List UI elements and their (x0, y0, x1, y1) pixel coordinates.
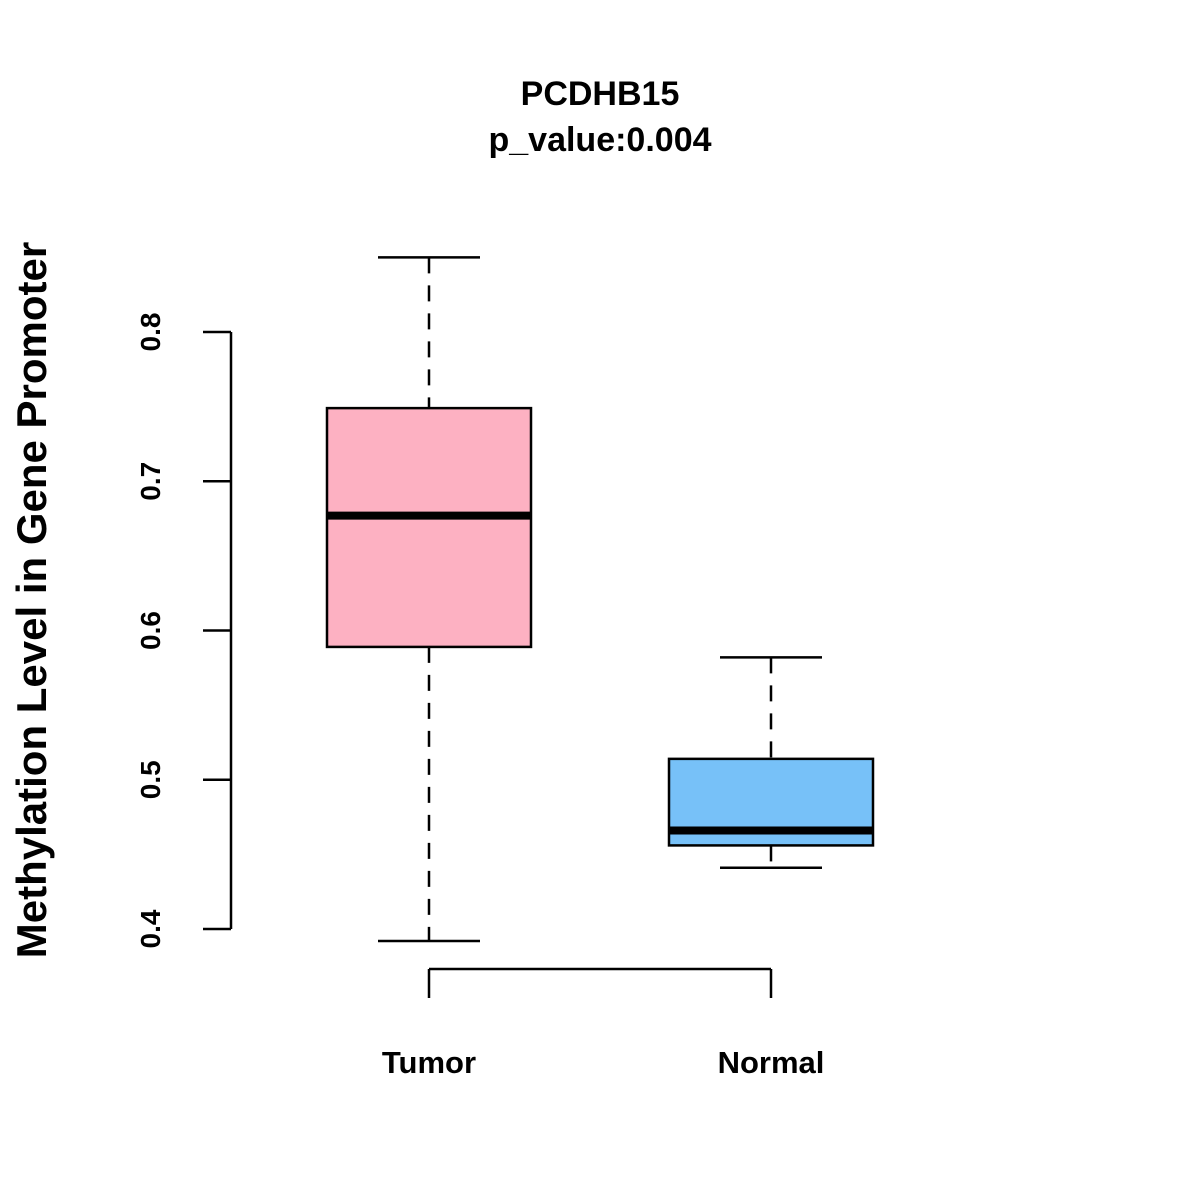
y-tick-label: 0.8 (135, 313, 166, 352)
box-tumor (325, 256, 533, 943)
y-axis-label: Methylation Level in Gene Promoter (8, 242, 55, 958)
y-tick-label: 0.7 (135, 462, 166, 501)
y-axis: 0.4 0.5 0.6 0.7 0.8 (135, 313, 233, 948)
y-tick-label: 0.6 (135, 611, 166, 650)
y-tick-label: 0.5 (135, 760, 166, 799)
x-tick-label-tumor: Tumor (382, 1045, 476, 1080)
boxes (325, 256, 875, 943)
y-tick-label: 0.4 (135, 909, 166, 948)
x-tick-label-normal: Normal (718, 1045, 825, 1080)
box-normal (667, 656, 875, 870)
x-axis: Tumor Normal (382, 967, 825, 1080)
chart-subtitle: p_value:0.004 (488, 121, 711, 159)
chart-title: PCDHB15 (521, 75, 680, 113)
iqr-box (325, 406, 533, 649)
